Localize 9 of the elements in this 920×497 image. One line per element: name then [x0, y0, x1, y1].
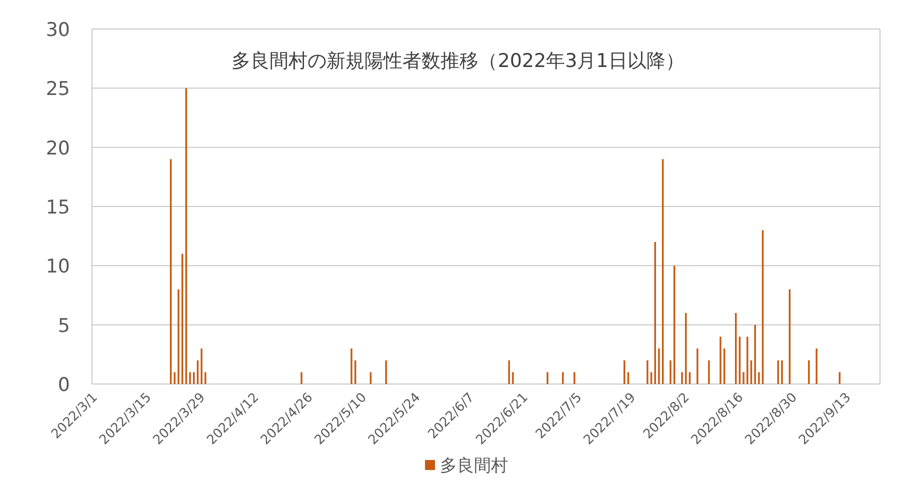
y-tick-label: 30: [46, 19, 70, 41]
y-tick-label: 5: [58, 314, 70, 337]
y-tick-label: 10: [46, 256, 70, 278]
text: 多良間村の新規陽性者数推移（2022年3月1日以降）: [232, 50, 684, 72]
y-tick-label: 20: [46, 137, 70, 160]
y-tick-label: 0: [58, 374, 70, 396]
legend-label: 多良間村: [440, 456, 508, 476]
y-tick-label: 15: [46, 196, 70, 218]
y-tick-label: 25: [46, 78, 70, 100]
